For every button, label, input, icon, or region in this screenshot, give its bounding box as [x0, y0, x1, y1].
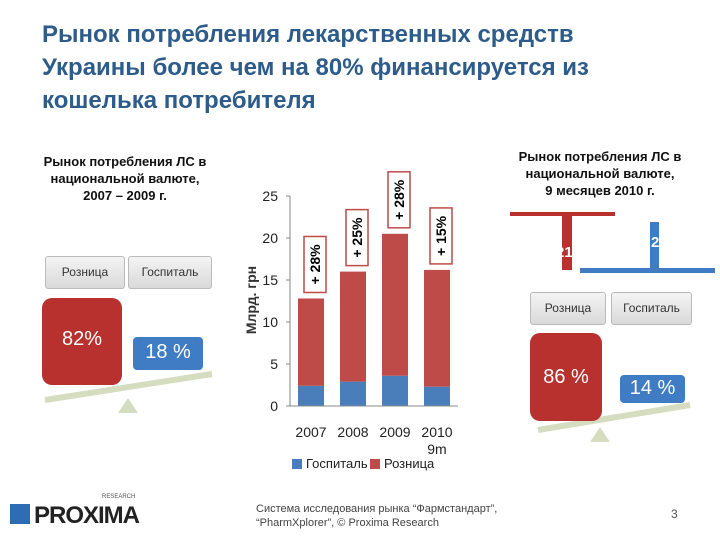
legend-swatch	[370, 459, 380, 469]
y-tick-label: 25	[262, 188, 278, 204]
y-tick-label: 15	[262, 272, 278, 288]
annotation-text: + 28%	[391, 179, 407, 220]
annotation-box	[429, 207, 453, 265]
hospital-label: Госпиталь	[611, 292, 692, 325]
annotation-box	[387, 171, 411, 229]
annotation: + 15%	[429, 207, 453, 265]
annotation-text: + 28%	[307, 244, 323, 285]
hospital-weight	[133, 337, 203, 370]
x-tick-label: 2010 9m	[421, 424, 453, 457]
fragment: 2	[651, 234, 660, 251]
annotation: + 28%	[387, 171, 411, 229]
x-tick-label: 2008	[337, 424, 369, 440]
y-tick-label: 5	[270, 356, 278, 372]
slide-title: Рынок потребления лекарственных средств …	[42, 18, 589, 117]
annotation-text: + 15%	[433, 215, 449, 256]
annotation-box	[345, 208, 369, 267]
bar-segment	[298, 385, 324, 406]
y-tick-label: 10	[262, 314, 278, 330]
right-heading: Рынок потребления ЛС в национальной валю…	[500, 148, 700, 199]
x-tick-label: 2007	[295, 424, 327, 440]
bar-segment	[424, 386, 450, 406]
title-line: Рынок потребления лекарственных средств	[42, 21, 574, 48]
bar-segment	[382, 233, 408, 376]
y-tick-label: 0	[270, 398, 278, 414]
y-tick-label: 20	[262, 230, 278, 246]
legend-label: Госпиталь	[306, 456, 368, 471]
fragment: 21	[556, 244, 573, 261]
page-number: 3	[671, 507, 678, 521]
annotation-box	[303, 235, 327, 294]
annotation-text: + 25%	[349, 217, 365, 258]
source: Система исследования рынка “Фармстандарт…	[256, 502, 497, 530]
left-heading: Рынок потребления ЛС в национальной валю…	[25, 153, 225, 204]
annotation: + 28%	[303, 235, 327, 294]
heading-line: национальной валюте,	[525, 166, 675, 181]
decor-bar	[562, 212, 572, 270]
retail-label: Розница	[45, 256, 125, 289]
heading-line: 9 месяцев 2010 г.	[545, 183, 655, 198]
bar-segment	[298, 298, 324, 386]
retail-label: Розница	[530, 292, 606, 325]
logo-small: RESEARCH	[102, 494, 136, 500]
annotation: + 25%	[345, 208, 369, 267]
heading-line: 2007 – 2009 г.	[83, 188, 167, 203]
beam	[537, 402, 691, 433]
beam	[44, 371, 213, 403]
logo-icon	[10, 504, 30, 524]
hospital-share: 14 %	[629, 377, 676, 399]
retail-share: 82%	[61, 328, 103, 350]
hospital-share: 18 %	[145, 341, 191, 363]
bar-segment	[340, 271, 366, 382]
hospital-label: Госпиталь	[128, 256, 212, 289]
logo: PROXIMA RESEARCH	[10, 494, 140, 530]
bar-segment	[424, 269, 450, 387]
title-line: Украины более чем на 80% финансируется и…	[42, 54, 589, 81]
pivot	[118, 398, 138, 413]
title-line: кошелька потребителя	[42, 87, 316, 114]
retail-weight	[530, 333, 602, 421]
x-tick-label: 2009	[379, 424, 411, 440]
source-line: Система исследования рынка “Фармстандарт…	[256, 503, 498, 515]
pivot	[590, 427, 610, 442]
source-line: “PharmXplorer”, © Proxima Research	[256, 517, 439, 529]
hospital-weight	[620, 375, 685, 403]
decor-bar	[650, 222, 659, 270]
retail-weight	[42, 298, 122, 385]
decor-bar	[580, 268, 715, 273]
legend-label: Розница	[384, 456, 435, 471]
legend-swatch	[292, 459, 302, 469]
y-axis-label: Млрд. грн	[243, 266, 259, 334]
retail-share: 86 %	[543, 366, 589, 388]
bar-segment	[382, 375, 408, 406]
logo-text: PROXIMA	[34, 502, 140, 529]
heading-line: Рынок потребления ЛС в	[43, 154, 207, 169]
heading-line: Рынок потребления ЛС в	[518, 149, 682, 164]
heading-line: национальной валюте,	[50, 171, 200, 186]
bar-segment	[340, 381, 366, 406]
